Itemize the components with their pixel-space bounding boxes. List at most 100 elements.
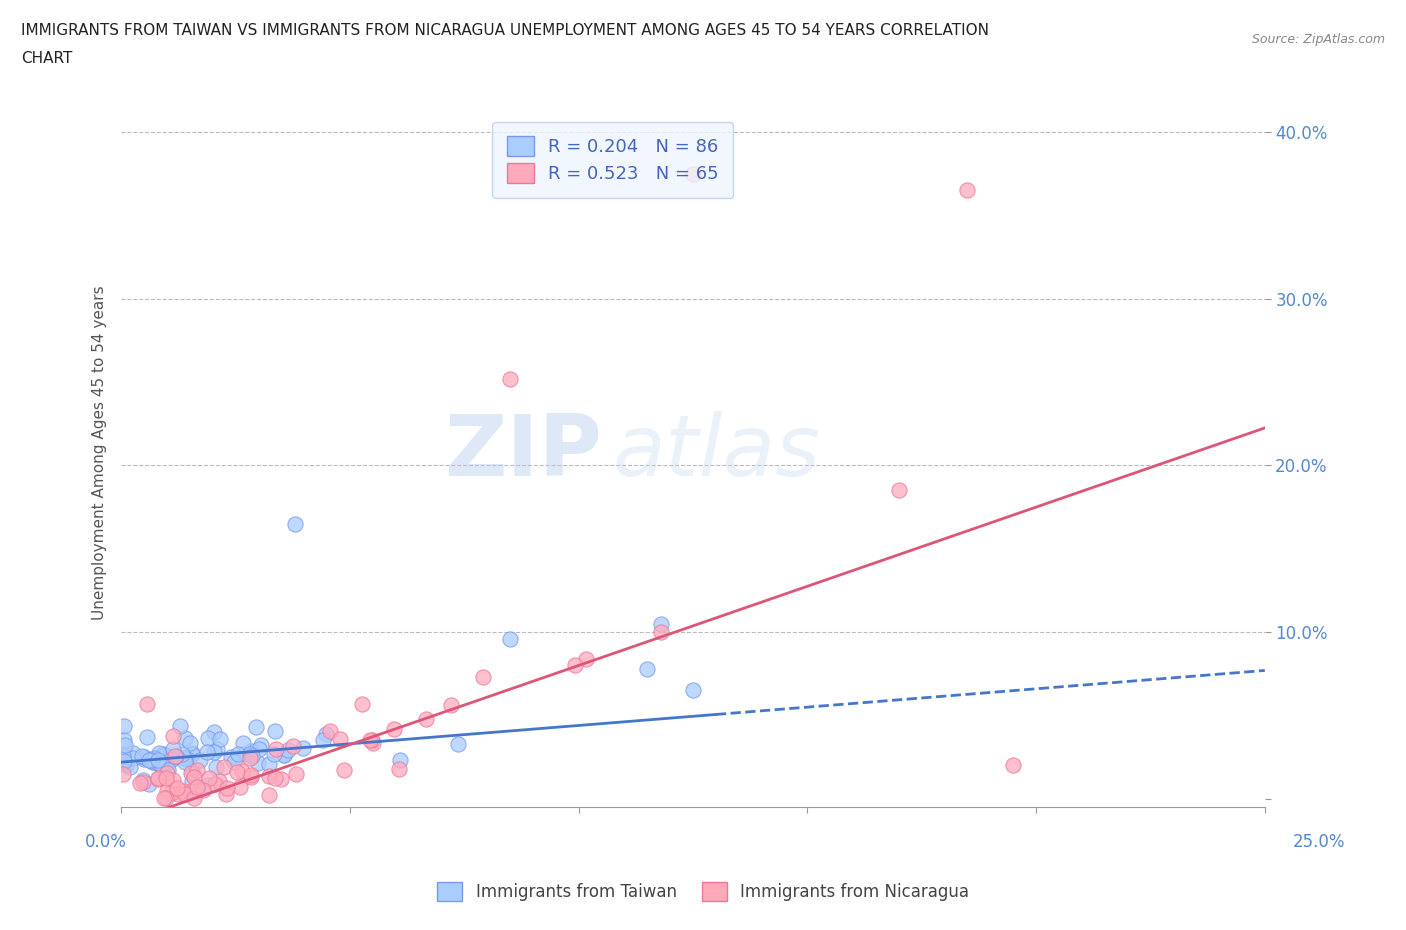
Point: [146, 771, 169, 786]
Point: [312, 732, 335, 747]
Point: [382, 722, 405, 737]
Point: [329, 731, 352, 746]
Point: [132, 752, 155, 767]
Point: [264, 771, 287, 786]
Point: [142, 754, 165, 769]
Point: [232, 736, 254, 751]
Point: [173, 751, 195, 765]
Point: [112, 747, 135, 762]
Point: [146, 772, 169, 787]
Text: CHART: CHART: [21, 51, 73, 66]
Point: [148, 752, 170, 767]
Point: [112, 733, 135, 748]
Point: [115, 756, 138, 771]
Point: [263, 746, 285, 761]
Point: [197, 770, 219, 785]
Point: [162, 773, 184, 788]
Point: [174, 731, 197, 746]
Point: [186, 779, 208, 794]
Point: [112, 748, 135, 763]
Point: [363, 736, 385, 751]
Point: [202, 724, 225, 739]
Point: [471, 670, 494, 684]
Point: [239, 767, 262, 782]
Point: [155, 790, 177, 805]
Point: [188, 752, 211, 767]
Point: [112, 754, 135, 769]
Point: [212, 759, 235, 774]
Point: [162, 742, 184, 757]
Point: [225, 764, 247, 779]
Point: [499, 631, 522, 646]
Point: [176, 751, 198, 766]
Point: [181, 746, 204, 761]
Point: [264, 724, 287, 738]
Point: [257, 788, 280, 803]
Point: [153, 748, 176, 763]
Point: [152, 768, 174, 783]
Point: [277, 743, 299, 758]
Text: Source: ZipAtlas.com: Source: ZipAtlas.com: [1251, 33, 1385, 46]
Point: [115, 757, 138, 772]
Point: [273, 748, 295, 763]
Point: [204, 777, 226, 791]
Point: [155, 771, 177, 786]
Point: [150, 759, 173, 774]
Point: [155, 748, 177, 763]
Point: [205, 760, 228, 775]
Point: [122, 751, 145, 765]
Point: [166, 787, 188, 802]
Point: [315, 727, 337, 742]
Point: [226, 746, 249, 761]
Point: [205, 742, 228, 757]
Point: [273, 747, 295, 762]
Point: [112, 719, 135, 734]
Point: [142, 754, 165, 769]
Point: [128, 776, 150, 790]
Point: [179, 736, 201, 751]
Point: [284, 767, 307, 782]
Point: [195, 744, 218, 759]
Point: [157, 754, 180, 769]
Point: [388, 761, 411, 776]
Point: [247, 756, 270, 771]
Point: [240, 744, 263, 759]
Point: [208, 732, 231, 747]
Point: [160, 751, 183, 766]
Point: [122, 746, 145, 761]
Point: [204, 745, 226, 760]
Point: [239, 751, 262, 765]
Point: [361, 732, 384, 747]
Point: [183, 769, 205, 784]
Point: [239, 770, 262, 785]
Point: [131, 749, 153, 764]
Point: [118, 760, 141, 775]
Point: [174, 786, 197, 801]
Point: [222, 755, 245, 770]
Point: [266, 741, 288, 756]
Legend: R = 0.204   N = 86, R = 0.523   N = 65: R = 0.204 N = 86, R = 0.523 N = 65: [492, 122, 734, 198]
Point: [217, 781, 239, 796]
Point: [181, 747, 204, 762]
Point: [270, 772, 292, 787]
Point: [291, 740, 314, 755]
Point: [284, 516, 307, 531]
Point: [257, 769, 280, 784]
Point: [166, 781, 188, 796]
Point: [141, 753, 163, 768]
Point: [183, 790, 205, 805]
Point: [142, 751, 165, 765]
Point: [249, 737, 271, 752]
Point: [232, 747, 254, 762]
Point: [219, 750, 242, 764]
Point: [136, 697, 159, 711]
Point: [149, 751, 172, 765]
Point: [138, 777, 160, 791]
Point: [650, 625, 672, 640]
Point: [682, 166, 704, 181]
Point: [173, 755, 195, 770]
Point: [149, 757, 172, 772]
Point: [111, 766, 134, 781]
Point: [575, 651, 598, 666]
Point: [333, 763, 356, 777]
